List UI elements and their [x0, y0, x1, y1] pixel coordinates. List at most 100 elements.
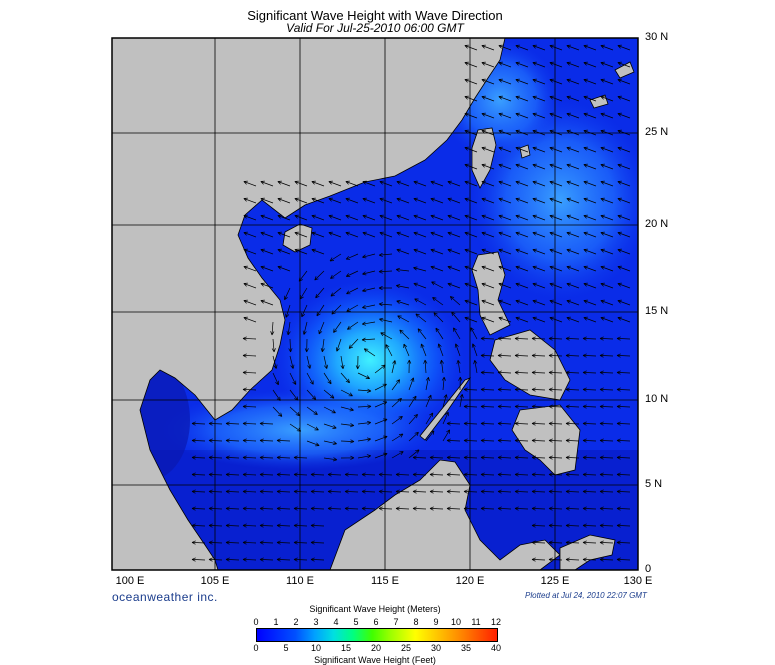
- wave-arrow: [515, 248, 529, 255]
- wave-arrow: [549, 44, 563, 51]
- wave-arrow: [191, 489, 206, 494]
- wave-arrow: [616, 472, 631, 477]
- wave-arrow: [318, 321, 325, 335]
- wave-arrow: [276, 455, 291, 460]
- wave-arrow: [565, 540, 580, 545]
- wave-arrow: [498, 197, 512, 204]
- wave-arrow: [270, 321, 275, 336]
- wave-arrow: [345, 270, 359, 277]
- wave-arrow: [481, 214, 495, 221]
- wave-arrow: [191, 540, 206, 545]
- wave-arrow: [548, 438, 563, 443]
- wave-arrow: [599, 404, 614, 409]
- wave-arrow: [549, 129, 563, 136]
- wave-arrow: [362, 214, 376, 221]
- colorbar-feet-title: Significant Wave Height (Feet): [314, 655, 436, 665]
- wave-arrow: [582, 353, 597, 358]
- wave-arrow: [293, 489, 308, 494]
- wave-arrow: [497, 421, 512, 426]
- wave-arrow: [514, 489, 529, 494]
- wave-arrow: [328, 231, 342, 238]
- lat-label: 5 N: [645, 478, 663, 490]
- wave-arrow: [481, 129, 495, 136]
- wave-arrow: [277, 265, 291, 272]
- wave-arrow: [481, 282, 495, 289]
- wave-arrow: [583, 180, 597, 187]
- wave-arrow: [260, 197, 274, 204]
- wave-arrow: [514, 336, 529, 341]
- wave-arrow: [225, 421, 240, 426]
- wave-arrow: [446, 472, 461, 477]
- wave-arrow: [548, 523, 563, 528]
- wave-arrow: [599, 353, 614, 358]
- wave-arrow: [243, 197, 257, 204]
- wave-arrow: [242, 557, 257, 562]
- wave-arrow: [429, 472, 444, 477]
- wave-arrow: [425, 394, 432, 408]
- wave-arrow: [260, 231, 274, 238]
- wave-arrow: [599, 336, 614, 341]
- wave-arrow: [583, 316, 597, 323]
- wave-arrow: [617, 214, 631, 221]
- wave-arrow: [582, 455, 597, 460]
- wave-arrow: [272, 389, 281, 402]
- wave-arrow: [566, 197, 580, 204]
- wave-arrow: [208, 557, 223, 562]
- colorbar-meters-tick: 7: [393, 617, 399, 627]
- wave-arrow: [259, 523, 274, 528]
- wave-arrow: [456, 359, 461, 374]
- lat-label: 10 N: [645, 393, 669, 405]
- wave-arrow: [311, 214, 325, 221]
- wave-arrow: [374, 401, 388, 408]
- wave-arrow: [311, 231, 325, 238]
- wave-arrow: [617, 180, 631, 187]
- colorbar-meters-title: Significant Wave Height (Meters): [309, 604, 441, 614]
- wave-arrow: [582, 557, 597, 562]
- wave-arrow: [583, 265, 597, 272]
- wave-arrow: [208, 489, 223, 494]
- wave-arrow: [271, 338, 276, 353]
- wave-arrow: [463, 506, 478, 511]
- wave-arrow: [566, 163, 580, 170]
- wave-arrow: [391, 397, 402, 408]
- colorbar-meters-tick: 12: [490, 617, 501, 627]
- wave-arrow: [480, 438, 495, 443]
- wave-arrow: [259, 540, 274, 545]
- wave-arrow: [480, 370, 495, 375]
- wave-arrow: [425, 412, 434, 425]
- wave-arrow: [331, 304, 342, 315]
- wave-arrow: [600, 129, 614, 136]
- wave-arrow: [323, 406, 336, 414]
- wave-arrow: [548, 370, 563, 375]
- colorbar-meters-tick: 5: [353, 617, 359, 627]
- wave-arrow: [481, 95, 495, 102]
- wave-arrow: [304, 338, 309, 353]
- wave-arrow: [548, 540, 563, 545]
- wave-arrow: [378, 489, 393, 494]
- wave-arrow: [600, 299, 614, 306]
- wave-arrow: [498, 44, 512, 51]
- wave-arrow: [515, 282, 529, 289]
- wave-arrow: [330, 270, 342, 279]
- wave-arrow: [225, 540, 240, 545]
- wave-arrow: [548, 489, 563, 494]
- wave-arrow: [549, 197, 563, 204]
- wave-arrow: [565, 370, 580, 375]
- wave-arrow: [346, 321, 359, 330]
- wave-arrow: [357, 454, 372, 459]
- wave-arrow: [514, 353, 529, 358]
- wave-arrow: [583, 95, 597, 102]
- lon-label: 105 E: [200, 575, 230, 587]
- wave-arrow: [514, 472, 529, 477]
- wave-arrow: [340, 355, 345, 370]
- wave-arrow: [582, 540, 597, 545]
- wave-arrow: [616, 370, 631, 375]
- wave-arrow: [617, 129, 631, 136]
- wave-arrow: [565, 421, 580, 426]
- wave-arrow: [276, 523, 291, 528]
- wave-arrow: [345, 197, 359, 204]
- wave-arrow: [408, 377, 415, 391]
- wave-arrow: [425, 430, 435, 442]
- wave-arrow: [463, 421, 478, 426]
